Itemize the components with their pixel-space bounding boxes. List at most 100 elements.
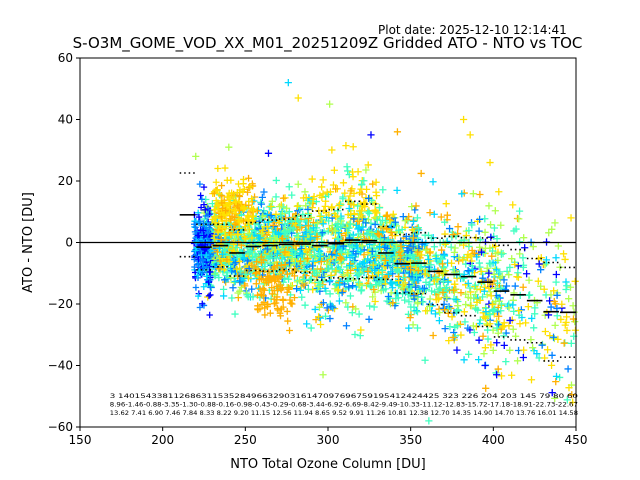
data-point: [302, 193, 310, 202]
data-point: [288, 246, 296, 255]
data-point: [515, 207, 524, 215]
data-point: [206, 221, 214, 229]
data-point: [468, 262, 476, 270]
data-point: [509, 325, 517, 333]
data-point: [273, 293, 281, 301]
data-point: [249, 293, 257, 301]
data-point: [501, 286, 509, 294]
data-point: [319, 176, 327, 184]
data-point: [357, 326, 365, 334]
data-point: [374, 275, 382, 283]
data-point: [432, 273, 440, 282]
data-point: [321, 312, 330, 320]
data-point: [551, 219, 559, 227]
data-point: [258, 226, 267, 234]
data-point: [372, 250, 380, 258]
data-point: [454, 223, 462, 231]
data-point: [387, 268, 395, 276]
data-point: [288, 300, 296, 308]
data-point: [444, 278, 452, 286]
data-point: [381, 273, 389, 282]
data-point: [492, 297, 500, 305]
data-point: [421, 356, 429, 364]
data-point: [365, 274, 373, 282]
data-point: [470, 249, 479, 257]
data-point: [203, 263, 210, 270]
data-point: [253, 258, 261, 266]
data-point: [515, 238, 524, 246]
data-point: [215, 206, 223, 213]
data-point: [288, 255, 297, 263]
data-point: [406, 314, 414, 322]
data-point: [441, 325, 449, 333]
data-point: [336, 278, 345, 286]
data-point: [354, 202, 362, 210]
data-point: [357, 286, 366, 294]
data-point: [281, 248, 289, 256]
data-point: [192, 247, 199, 254]
data-point: [257, 198, 265, 207]
data-point: [286, 296, 294, 304]
data-point: [460, 356, 468, 364]
data-point: [565, 295, 573, 303]
data-point: [341, 189, 349, 197]
data-point: [358, 180, 366, 188]
data-point: [514, 269, 522, 277]
data-point: [245, 184, 253, 191]
data-point: [245, 249, 254, 257]
data-point: [486, 158, 494, 167]
data-point: [195, 213, 203, 221]
data-point: [557, 315, 565, 324]
data-point: [408, 203, 416, 211]
y-tick-label: 40: [58, 113, 73, 127]
data-point: [445, 337, 453, 345]
data-point: [235, 257, 243, 266]
data-point: [410, 276, 418, 284]
data-point: [445, 224, 454, 233]
data-point: [306, 225, 314, 233]
data-point: [415, 244, 423, 253]
data-point: [425, 255, 433, 264]
data-point: [248, 261, 256, 269]
data-point: [494, 365, 502, 373]
data-point: [346, 220, 355, 228]
data-point: [354, 217, 362, 225]
data-point: [200, 264, 207, 272]
y-axis-ticks: −60 −40 −20 0 20 40 60: [48, 51, 80, 434]
data-point: [207, 283, 214, 291]
x-tick-label: 150: [69, 433, 92, 447]
data-point: [516, 320, 524, 328]
data-point: [505, 271, 513, 279]
data-point: [386, 279, 394, 287]
data-point: [388, 284, 397, 292]
data-point: [471, 281, 479, 289]
data-point: [312, 269, 321, 277]
bin-mean-markers: [179, 214, 576, 314]
data-point: [279, 194, 288, 202]
data-point: [413, 271, 421, 280]
x-tick-label: 450: [565, 433, 588, 447]
data-point: [506, 263, 514, 272]
data-point: [465, 350, 473, 358]
data-point: [347, 187, 355, 195]
data-point: [240, 254, 248, 262]
data-point: [225, 189, 233, 197]
data-point: [393, 253, 401, 261]
data-point: [248, 205, 256, 212]
data-point: [302, 228, 310, 236]
data-point: [267, 251, 275, 259]
data-point: [520, 234, 528, 242]
data-point: [346, 266, 355, 275]
data-point: [215, 265, 223, 273]
data-point: [429, 178, 437, 186]
data-point: [249, 212, 257, 220]
data-point: [493, 324, 501, 332]
data-point: [399, 290, 407, 298]
data-point: [553, 304, 561, 313]
x-axis-label: NTO Total Ozone Column [DU]: [230, 457, 426, 472]
data-point: [318, 183, 326, 191]
data-point: [371, 220, 379, 229]
data-point: [372, 178, 380, 186]
y-tick-label: 0: [65, 236, 73, 250]
data-point: [414, 298, 422, 306]
